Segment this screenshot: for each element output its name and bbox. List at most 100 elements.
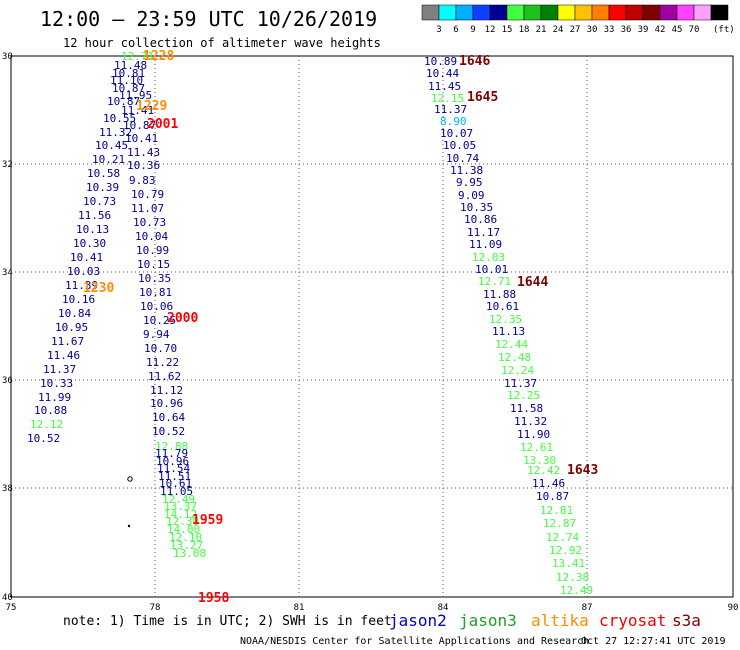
wave-height-value: 14.00 bbox=[167, 523, 200, 536]
wave-height-value: 11.88 bbox=[483, 288, 516, 301]
wave-height-value: 12.71 bbox=[478, 275, 511, 288]
longitude-label: 90 bbox=[728, 603, 739, 613]
satellite-name: jason3 bbox=[459, 611, 517, 630]
legend-swatch bbox=[710, 4, 729, 21]
legend-tick-label: 21 bbox=[536, 25, 547, 35]
credit-line: NOAA/NESDIS Center for Satellite Applica… bbox=[240, 636, 589, 647]
satellite-name: jason2 bbox=[389, 611, 447, 630]
wave-height-value: 10.15 bbox=[137, 258, 170, 271]
legend-swatch bbox=[591, 4, 610, 21]
wave-height-value: 12.30 bbox=[166, 515, 199, 528]
latitude-label: 32 bbox=[2, 160, 13, 170]
pass-time-label: 1645 bbox=[467, 90, 498, 105]
wave-height-value: 11.10 bbox=[110, 74, 143, 87]
legend-swatch bbox=[455, 4, 474, 21]
wave-height-value: 10.95 bbox=[55, 321, 88, 334]
footnote: note: 1) Time is in UTC; 2) SWH is in fe… bbox=[63, 614, 392, 629]
legend-swatch bbox=[574, 4, 593, 21]
wave-height-value: 10.84 bbox=[58, 307, 91, 320]
legend-swatch bbox=[625, 4, 644, 21]
legend-tick-label: 45 bbox=[672, 25, 683, 35]
wave-height-value: 11.45 bbox=[428, 80, 461, 93]
pass-time-label: 1229 bbox=[136, 99, 167, 114]
wave-height-value: 10.01 bbox=[475, 263, 508, 276]
wave-height-value: 10.04 bbox=[135, 230, 168, 243]
wave-height-value: 12.71 bbox=[121, 50, 154, 63]
wave-height-value: 10.03 bbox=[67, 265, 100, 278]
wave-height-value: 11.43 bbox=[127, 146, 160, 159]
longitude-label: 84 bbox=[438, 603, 449, 613]
legend-swatch bbox=[693, 4, 712, 21]
satellite-name: cryosat bbox=[599, 611, 666, 630]
pass-time-label: 1646 bbox=[459, 54, 490, 69]
legend-tick-label: 24 bbox=[553, 25, 564, 35]
wave-height-value: 10.87 bbox=[123, 119, 156, 132]
longitude-label: 75 bbox=[6, 603, 17, 613]
wave-height-value: 11.67 bbox=[51, 335, 84, 348]
pass-time-label: 2000 bbox=[167, 311, 198, 326]
wave-height-value: 9.94 bbox=[143, 328, 170, 341]
wave-height-value: 10.25 bbox=[143, 314, 176, 327]
wave-height-value: 11.62 bbox=[148, 370, 181, 383]
lat-lon-grid bbox=[11, 56, 733, 597]
wave-height-value: 10.73 bbox=[83, 195, 116, 208]
latitude-label: 34 bbox=[2, 268, 13, 278]
legend-tick-label: 30 bbox=[587, 25, 598, 35]
wave-height-value: 13.37 bbox=[164, 500, 197, 513]
pass-time-label: 1643 bbox=[567, 463, 598, 478]
wave-height-value: 11.56 bbox=[78, 209, 111, 222]
legend-swatch bbox=[676, 4, 695, 21]
wave-height-value: 11.54 bbox=[157, 462, 190, 475]
wave-height-value: 9.95 bbox=[456, 176, 483, 189]
wave-height-value: 12.92 bbox=[549, 544, 582, 557]
legend-tick-label: 18 bbox=[519, 25, 530, 35]
wave-height-value: 11.32 bbox=[514, 415, 547, 428]
wave-height-value: 12.74 bbox=[546, 531, 579, 544]
pass-time-label: 1228 bbox=[143, 49, 174, 64]
wave-height-value: 11.48 bbox=[114, 59, 147, 72]
wave-height-value: 10.05 bbox=[443, 139, 476, 152]
generated-timestamp: Oct 27 12:27:41 UTC 2019 bbox=[581, 636, 726, 647]
wave-height-value: 11.41 bbox=[121, 104, 154, 117]
legend-unit: (ft) bbox=[713, 25, 735, 35]
wave-height-value: 11.37 bbox=[504, 377, 537, 390]
wave-height-value: 10.74 bbox=[446, 152, 479, 165]
buoy-marker bbox=[127, 476, 133, 482]
pass-time-label: 1959 bbox=[192, 513, 223, 528]
wave-height-value: 11.32 bbox=[99, 126, 132, 139]
wave-height-value: 10.41 bbox=[70, 251, 103, 264]
altimeter-track-east: 10.8910.4411.4512.1511.378.9010.0710.051… bbox=[424, 55, 593, 597]
wave-height-value: 9.09 bbox=[458, 189, 485, 202]
wave-height-value: 12.12 bbox=[30, 418, 63, 431]
plot-frame bbox=[10, 55, 734, 598]
satellite-name: altika bbox=[531, 611, 589, 630]
wave-height-value: 13.08 bbox=[173, 547, 206, 560]
wave-height-value: 10.89 bbox=[424, 55, 457, 68]
wave-height-value: 11.07 bbox=[131, 202, 164, 215]
wave-height-value: 10.87 bbox=[536, 490, 569, 503]
longitude-label: 87 bbox=[582, 603, 593, 613]
wave-height-value: 11.51 bbox=[158, 470, 191, 483]
wave-height-value: 10.58 bbox=[87, 167, 120, 180]
pass-time-label: 1230 bbox=[83, 281, 114, 296]
latitude-label: 38 bbox=[2, 484, 13, 494]
wave-height-value: 10.79 bbox=[131, 188, 164, 201]
wave-height-value: 10.64 bbox=[152, 411, 185, 424]
wave-height-value: 10.87 bbox=[107, 95, 140, 108]
wave-height-value: 11.90 bbox=[517, 428, 550, 441]
wave-height-value: 10.41 bbox=[125, 132, 158, 145]
wave-height-value: 10.55 bbox=[103, 112, 136, 125]
wave-height-value: 10.61 bbox=[159, 477, 192, 490]
pass-time-label: 1644 bbox=[517, 275, 548, 290]
map-title: 12:00 – 23:59 UTC 10/26/2019 bbox=[40, 7, 377, 31]
wave-height-value: 12.42 bbox=[527, 464, 560, 477]
wave-height-value: 11.58 bbox=[510, 402, 543, 415]
longitude-label: 81 bbox=[294, 603, 305, 613]
wave-height-value: 11.39 bbox=[65, 279, 98, 292]
wave-height-value: 12.48 bbox=[498, 351, 531, 364]
wave-height-value: 12.87 bbox=[543, 517, 576, 530]
wave-height-value: 11.17 bbox=[467, 226, 500, 239]
legend-tick-label: 70 bbox=[689, 25, 700, 35]
